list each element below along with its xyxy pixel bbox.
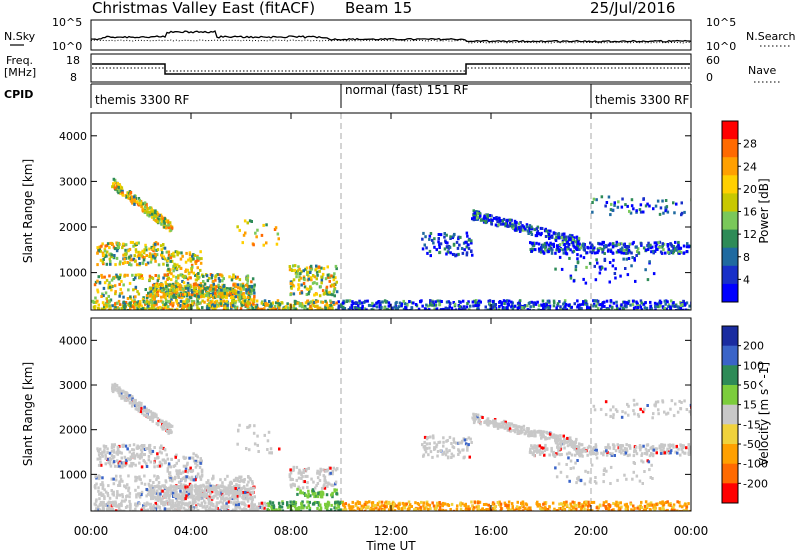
- colorbar-swatch: [722, 444, 738, 465]
- nsky-line: [90, 30, 692, 43]
- colorbar-tick-label: 20: [743, 183, 757, 196]
- power-data: [91, 113, 691, 310]
- velocity-ylabel: Slant Range [km]: [21, 362, 35, 466]
- nsky-label: N.Sky: [4, 30, 36, 43]
- y-tick-label: 4000: [59, 334, 87, 347]
- power-ylabel: Slant Range [km]: [21, 159, 35, 263]
- y-tick-label: 3000: [59, 175, 87, 188]
- y-tick-label: 2000: [59, 221, 87, 234]
- freq-tick-top: 18: [66, 54, 80, 67]
- colorbar-swatch: [722, 424, 738, 445]
- x-tick-label: 08:00: [274, 524, 309, 538]
- date-label: 25/Jul/2016: [590, 0, 675, 17]
- nave-tick-top: 60: [706, 54, 720, 67]
- colorbar-tick-label: 8: [743, 251, 750, 264]
- colorbar-tick-label: 16: [743, 206, 757, 219]
- colorbar-swatch: [722, 211, 738, 231]
- colorbar-swatch: [722, 175, 738, 194]
- colorbar-swatch: [722, 265, 738, 285]
- colorbar-tick-label: 200: [743, 340, 764, 353]
- colorbar-swatch: [722, 121, 738, 140]
- velocity-y-ticks: 1000 2000 3000 4000: [59, 334, 691, 481]
- y-tick-label: 1000: [59, 267, 87, 280]
- x-tick-label: 00:00: [74, 524, 109, 538]
- colorbar-swatch: [722, 283, 738, 303]
- y-tick-label: 1000: [59, 468, 87, 481]
- colorbar-tick-label: 100: [743, 359, 764, 372]
- nsearch-line: [90, 39, 692, 44]
- power-cbar-label: Power [dB]: [757, 178, 771, 243]
- y-tick-label: 4000: [59, 130, 87, 143]
- velocity-cbar-label: Velocity [m s^-1]: [757, 362, 771, 466]
- x-tick-label: 12:00: [374, 524, 409, 538]
- x-tick-label: 04:00: [174, 524, 209, 538]
- nsearch-tick-bottom: 10^0: [706, 40, 736, 53]
- cpid-panel: CPID themis 3300 RF normal (fast) 151 RF…: [4, 83, 692, 108]
- freq-panel: Freq. [MHz] 18 8 Nave 60 0: [4, 53, 780, 84]
- x-axis: 00:00 04:00 08:00 12:00 16:00 20:00 00:00: [74, 113, 709, 538]
- cpid-seg-3: themis 3300 RF: [595, 93, 689, 107]
- cpid-seg-1: themis 3300 RF: [95, 93, 189, 107]
- nsearch-label: N.Search: [746, 30, 796, 43]
- nave-line: [92, 67, 690, 72]
- colorbar-swatch: [722, 463, 738, 484]
- freq-tick-bottom: 8: [70, 71, 77, 84]
- colorbar-tick-label: -50: [743, 438, 761, 451]
- colorbar-swatch: [722, 385, 738, 406]
- y-tick-label: 2000: [59, 424, 87, 437]
- colorbar-swatch: [722, 483, 738, 504]
- colorbar-tick-label: -200: [743, 477, 768, 490]
- nsearch-tick-top: 10^5: [706, 16, 736, 29]
- plot-title: Christmas Valley East (fitACF): [92, 0, 315, 17]
- colorbar-swatch: [722, 229, 738, 249]
- freq-label-2: [MHz]: [4, 66, 36, 79]
- colorbar-swatch: [722, 326, 738, 347]
- nsky-tick-bottom: 10^0: [52, 40, 82, 53]
- colorbar-tick-label: 4: [743, 273, 750, 286]
- colorbar-swatch: [722, 404, 738, 425]
- freq-label-1: Freq.: [6, 54, 33, 67]
- colorbar-swatch: [722, 193, 738, 212]
- velocity-data: [93, 318, 691, 511]
- colorbar-swatch: [722, 247, 738, 267]
- colorbar-tick-label: 15: [743, 399, 757, 412]
- power-y-ticks: 1000 2000 3000 4000: [59, 130, 691, 280]
- colorbar-tick-label: -100: [743, 458, 768, 471]
- colorbar-swatch: [722, 139, 738, 158]
- velocity-panel: 1000 2000 3000 4000 Slant Range [km] 200 100…: [21, 317, 771, 512]
- velocity-colorbar: 200 100 50 15 -15 -50 -100 -200: [721, 325, 768, 504]
- colorbar-tick-label: 12: [743, 228, 757, 241]
- power-colorbar: 28 24 20 16 12 8 4: [721, 120, 757, 303]
- y-tick-label: 3000: [59, 379, 87, 392]
- power-panel: 1000 2000 3000 4000 Slant Range [km] 28 24 20…: [21, 112, 771, 311]
- x-tick-label: 16:00: [474, 524, 509, 538]
- noise-panel: N.Sky 10^5 10^0 N.Search 10^5 10^0: [4, 16, 796, 53]
- cpid-seg-2: normal (fast) 151 RF: [345, 83, 469, 97]
- beam-label: Beam 15: [345, 0, 412, 17]
- colorbar-swatch: [722, 157, 738, 176]
- x-axis-label: Time UT: [365, 539, 416, 553]
- colorbar-tick-label: 50: [743, 379, 757, 392]
- freq-line: [92, 63, 690, 75]
- x-tick-label: 20:00: [574, 524, 609, 538]
- nave-tick-bottom: 0: [706, 71, 713, 84]
- x-tick-label: 00:00: [674, 524, 709, 538]
- colorbar-tick-label: 28: [743, 138, 757, 151]
- colorbar-swatch: [722, 365, 738, 386]
- colorbar-tick-label: -15: [743, 418, 761, 431]
- cpid-label: CPID: [4, 88, 33, 101]
- nsky-tick-top: 10^5: [52, 16, 82, 29]
- colorbar-tick-label: 24: [743, 160, 757, 173]
- colorbar-swatch: [722, 345, 738, 366]
- nave-label: Nave: [748, 64, 776, 77]
